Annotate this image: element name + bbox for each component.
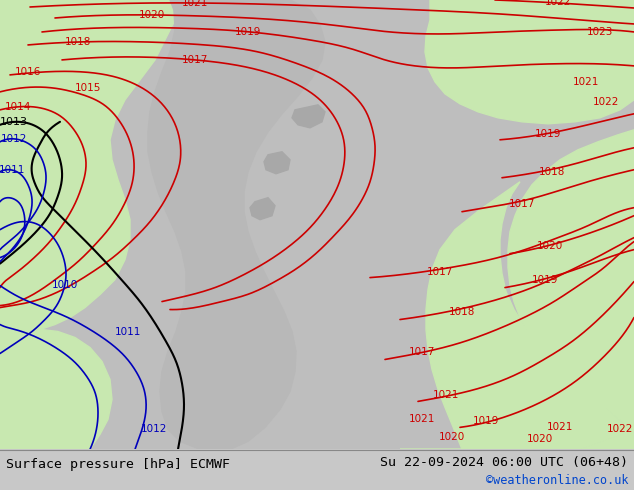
Text: 1017: 1017 [409, 347, 435, 358]
Text: 1016: 1016 [15, 67, 41, 77]
Text: 1022: 1022 [545, 0, 571, 7]
Text: 1018: 1018 [449, 307, 476, 317]
Text: Surface pressure [hPa] ECMWF: Surface pressure [hPa] ECMWF [6, 458, 230, 471]
Text: 1017: 1017 [509, 199, 535, 209]
Text: 1017: 1017 [182, 55, 208, 65]
Polygon shape [292, 105, 325, 128]
Text: 1022: 1022 [593, 97, 619, 107]
Text: 1010: 1010 [52, 280, 78, 290]
Text: 1018: 1018 [65, 37, 91, 47]
Text: 1017: 1017 [427, 267, 453, 276]
Text: 1012: 1012 [1, 134, 27, 144]
Text: 1019: 1019 [473, 416, 499, 426]
Text: 1019: 1019 [535, 129, 561, 139]
Polygon shape [148, 0, 325, 449]
Text: 1018: 1018 [539, 167, 565, 177]
Text: 1014: 1014 [5, 102, 31, 112]
Text: 1021: 1021 [573, 77, 599, 87]
Text: 1020: 1020 [439, 432, 465, 442]
Text: 1020: 1020 [527, 434, 553, 444]
Polygon shape [0, 324, 112, 449]
Text: 1021: 1021 [409, 415, 435, 424]
Polygon shape [425, 0, 634, 124]
Polygon shape [264, 152, 290, 174]
Text: 1013: 1013 [0, 117, 28, 127]
Text: 1019: 1019 [532, 274, 558, 285]
Text: 1012: 1012 [141, 424, 167, 434]
Text: ©weatheronline.co.uk: ©weatheronline.co.uk [486, 473, 628, 487]
Polygon shape [0, 0, 175, 332]
Text: 1021: 1021 [547, 422, 573, 432]
Polygon shape [400, 182, 630, 449]
Text: 1015: 1015 [75, 83, 101, 93]
Text: 1011: 1011 [115, 326, 141, 337]
Text: Su 22-09-2024 06:00 UTC (06+48): Su 22-09-2024 06:00 UTC (06+48) [380, 456, 628, 469]
Text: 1021: 1021 [433, 391, 459, 400]
Text: 1020: 1020 [139, 10, 165, 20]
Text: 1023: 1023 [587, 27, 613, 37]
Text: 1022: 1022 [607, 424, 633, 434]
Polygon shape [508, 130, 634, 449]
Text: 1021: 1021 [182, 0, 208, 8]
Text: 1011: 1011 [0, 165, 25, 175]
Polygon shape [250, 197, 275, 220]
Text: 1020: 1020 [537, 241, 563, 250]
Text: 1019: 1019 [235, 27, 261, 37]
